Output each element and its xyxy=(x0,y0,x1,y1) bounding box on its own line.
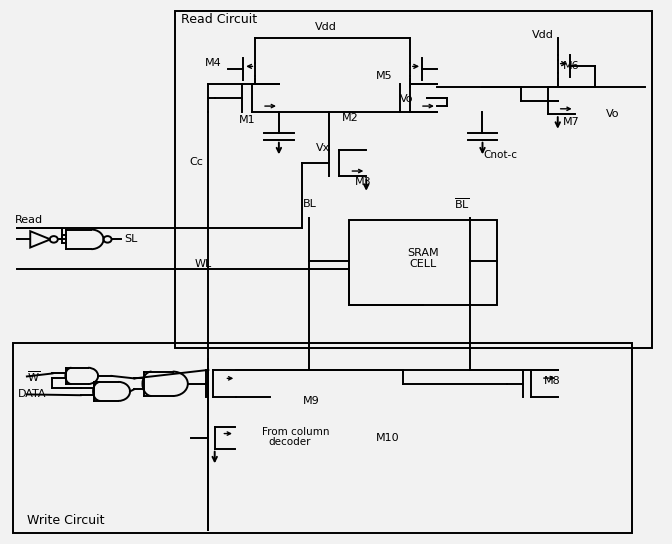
Bar xyxy=(349,220,497,305)
Text: M3: M3 xyxy=(355,177,372,187)
Text: Vdd: Vdd xyxy=(532,30,554,40)
Text: BL: BL xyxy=(302,199,317,209)
Text: Cnot-c: Cnot-c xyxy=(484,150,518,160)
Text: DATA: DATA xyxy=(18,390,46,399)
Text: Vdd: Vdd xyxy=(314,22,337,32)
Text: Cc: Cc xyxy=(190,157,204,167)
Text: Read Circuit: Read Circuit xyxy=(181,13,257,26)
Text: SRAM: SRAM xyxy=(407,248,439,258)
Text: M1: M1 xyxy=(239,115,255,125)
Text: M4: M4 xyxy=(205,58,222,67)
Text: SL: SL xyxy=(124,234,138,244)
Text: Vx: Vx xyxy=(316,143,330,153)
Text: $\overline{\rm W}$: $\overline{\rm W}$ xyxy=(27,369,40,384)
Text: CELL: CELL xyxy=(410,259,437,269)
Text: decoder: decoder xyxy=(269,437,311,447)
Text: Write Circuit: Write Circuit xyxy=(27,514,104,527)
Text: M6: M6 xyxy=(563,61,580,71)
Bar xyxy=(13,343,632,533)
Text: Vo: Vo xyxy=(606,109,620,119)
Text: M5: M5 xyxy=(376,71,393,81)
Text: Read: Read xyxy=(15,215,43,225)
Text: WL: WL xyxy=(195,259,212,269)
Text: From column: From column xyxy=(262,428,329,437)
Text: M7: M7 xyxy=(563,117,580,127)
Text: M2: M2 xyxy=(341,113,358,122)
Text: $\overline{\rm BL}$: $\overline{\rm BL}$ xyxy=(454,197,470,211)
Bar xyxy=(175,11,652,348)
Text: M8: M8 xyxy=(544,376,561,386)
Text: Vo: Vo xyxy=(400,94,413,104)
Text: M10: M10 xyxy=(376,433,400,443)
Text: M9: M9 xyxy=(302,397,319,406)
